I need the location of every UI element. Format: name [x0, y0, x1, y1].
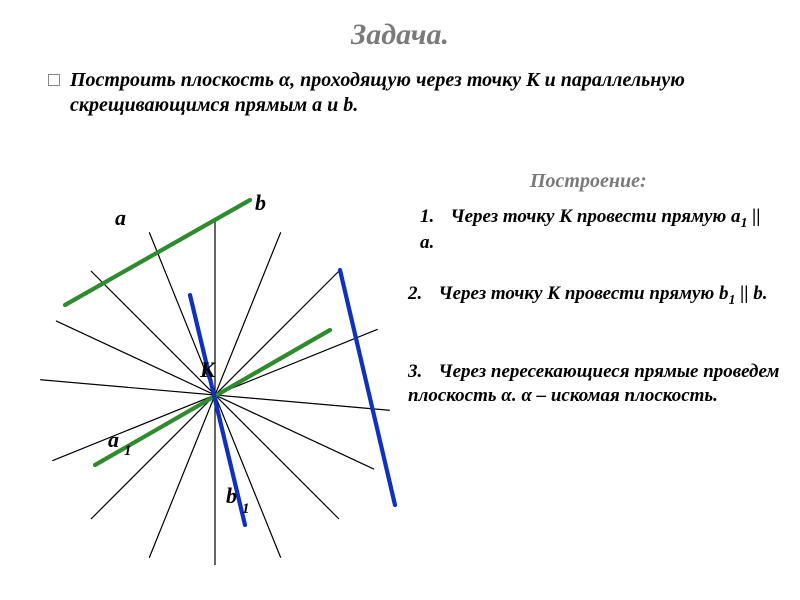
label-a1: а	[108, 427, 119, 452]
step-number: 3.	[408, 360, 438, 384]
step-text: Через точку К провести прямую а	[450, 206, 740, 227]
slide-title: Задача.	[0, 18, 800, 52]
label-K: К	[199, 357, 216, 382]
line-b	[340, 270, 395, 505]
construction-heading: Построение:	[530, 170, 647, 193]
construction-step-1: 1.Через точку К провести прямую а1 || а.	[420, 205, 770, 255]
construction-step-3: 3.Через пересекающиеся прямые проведем п…	[408, 360, 788, 408]
label-b: b	[255, 190, 266, 215]
step-text: Через пересекающиеся прямые проведем пло…	[408, 361, 779, 406]
label-b1: b	[226, 483, 237, 508]
geometry-figure: аbКа1b1	[30, 185, 400, 565]
figure-svg: аbКа1b1	[30, 185, 400, 565]
bullet-icon	[48, 74, 60, 86]
step-number: 1.	[420, 205, 450, 229]
step-text: Через точку К провести прямую b	[438, 283, 728, 304]
slide: Задача. Построить плоскость α, проходящу…	[0, 0, 800, 600]
line-a	[65, 200, 250, 305]
construction-step-2: 2.Через точку К провести прямую b1 || b.	[408, 282, 773, 308]
step-number: 2.	[408, 282, 438, 306]
step-text-tail: || b.	[735, 283, 767, 304]
label-b1-sub: 1	[242, 501, 250, 517]
problem-statement: Построить плоскость α, проходящую через …	[70, 68, 750, 118]
label-a: а	[115, 205, 126, 230]
label-a1-sub: 1	[124, 443, 132, 459]
